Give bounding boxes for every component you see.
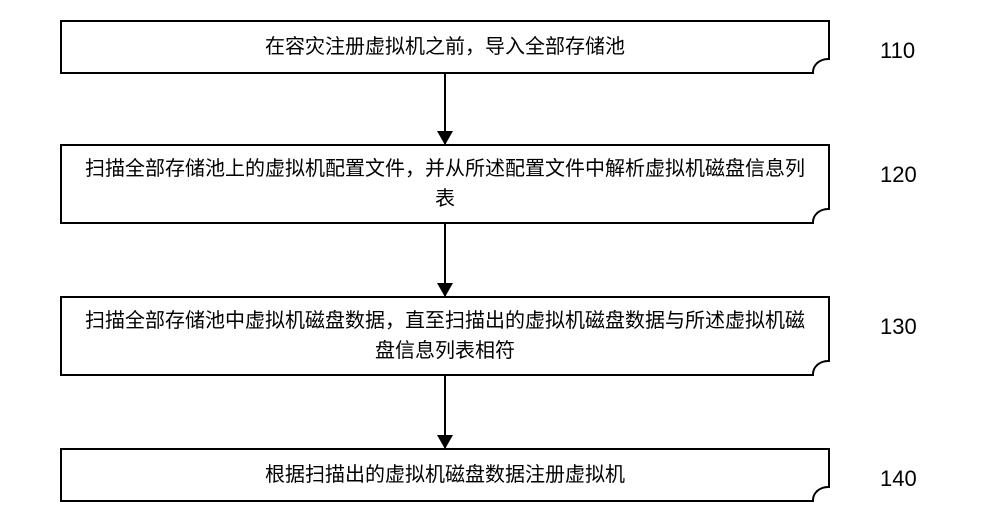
flow-step-110: 在容灾注册虚拟机之前，导入全部存储池 [60,20,830,74]
flow-connector [444,376,446,448]
arrow-down-icon [437,283,453,297]
box-notch [812,360,830,376]
flow-step-text: 根据扫描出的虚拟机磁盘数据注册虚拟机 [265,460,625,490]
flow-connector [444,74,446,144]
flow-connector [444,224,446,296]
flow-step-120: 扫描全部存储池上的虚拟机配置文件，并从所述配置文件中解析虚拟机磁盘信息列表 [60,144,830,224]
box-notch [812,208,830,224]
flow-label-130: 130 [880,314,917,340]
flow-step-text: 扫描全部存储池上的虚拟机配置文件，并从所述配置文件中解析虚拟机磁盘信息列表 [82,154,808,214]
arrow-down-icon [437,131,453,145]
flow-step-140: 根据扫描出的虚拟机磁盘数据注册虚拟机 [60,448,830,502]
flow-label-120: 120 [880,162,917,188]
flow-step-130: 扫描全部存储池中虚拟机磁盘数据，直至扫描出的虚拟机磁盘数据与所述虚拟机磁盘信息列… [60,296,830,376]
box-notch [812,58,830,74]
box-notch [812,486,830,502]
flow-step-text: 在容灾注册虚拟机之前，导入全部存储池 [265,32,625,62]
flow-label-110: 110 [880,38,915,64]
arrow-down-icon [437,435,453,449]
flow-step-text: 扫描全部存储池中虚拟机磁盘数据，直至扫描出的虚拟机磁盘数据与所述虚拟机磁盘信息列… [82,306,808,366]
flow-label-140: 140 [880,466,917,492]
